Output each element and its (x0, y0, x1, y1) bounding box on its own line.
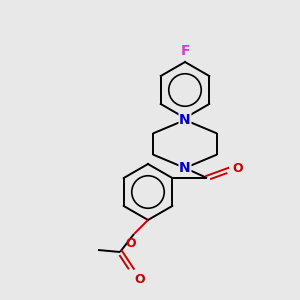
Text: O: O (134, 273, 145, 286)
Text: O: O (232, 161, 243, 175)
Text: N: N (179, 161, 191, 175)
Text: N: N (179, 113, 191, 127)
Text: O: O (126, 237, 136, 250)
Text: F: F (180, 44, 190, 58)
